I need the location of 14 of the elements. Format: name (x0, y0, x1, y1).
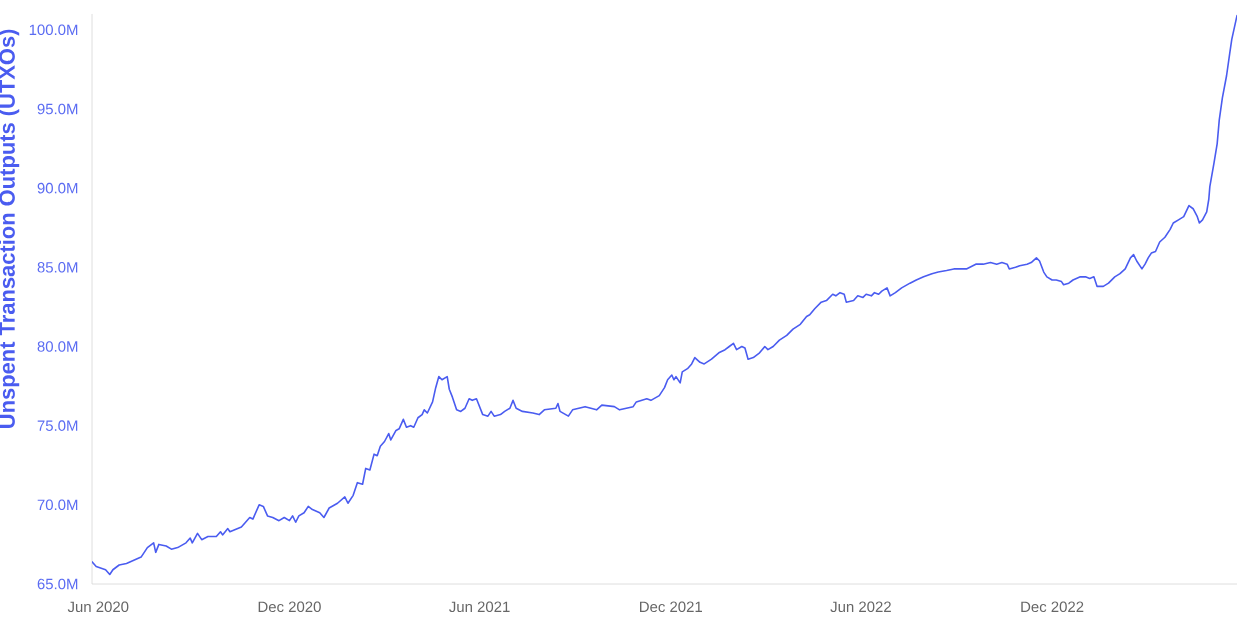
x-tick-label: Jun 2020 (67, 601, 129, 613)
y-tick-label: 65.0M (37, 578, 78, 590)
y-tick-label: 85.0M (37, 262, 78, 273)
y-tick-label: 70.0M (37, 499, 78, 511)
y-tick-label: 90.0M (37, 182, 78, 194)
x-tick-label: Dec 2021 (640, 601, 702, 613)
x-tick-label: Dec 2020 (258, 601, 321, 613)
x-tick-label: Dec 2022 (1021, 601, 1084, 613)
x-tick-label: Jun 2021 (449, 601, 510, 613)
y-tick-label: 80.0M (37, 341, 78, 352)
y-tick-label: 100.0M (29, 24, 78, 36)
x-tick-label: Jun 2022 (830, 601, 891, 613)
y-tick-label: 75.0M (37, 420, 78, 431)
y-tick-label: 95.0M (37, 103, 78, 115)
